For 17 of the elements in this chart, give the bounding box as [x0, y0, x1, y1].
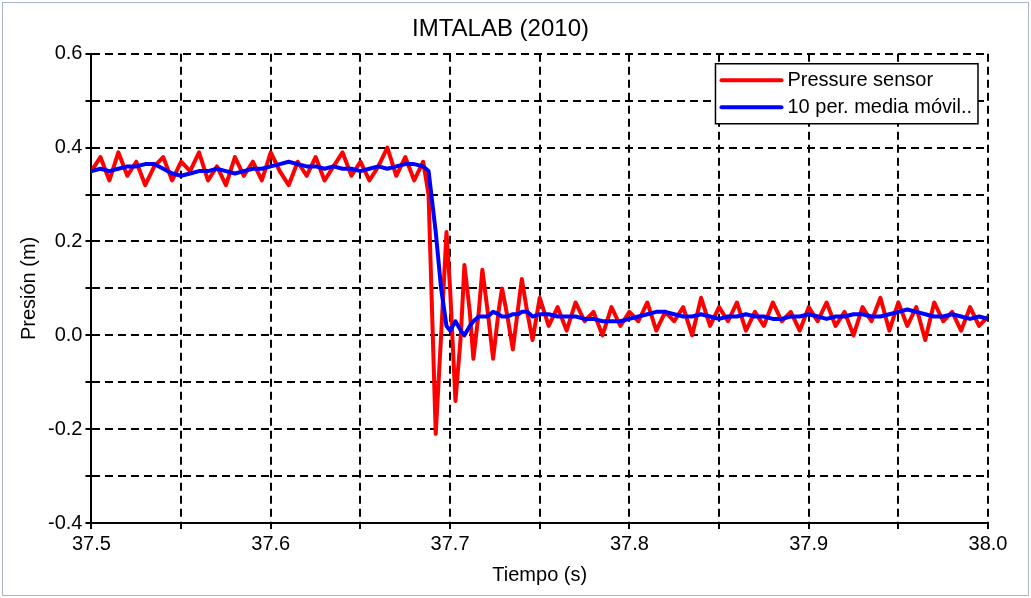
y-axis-title: Presión (m) [16, 236, 39, 341]
y-tick-label: 0.2 [54, 229, 83, 251]
y-tick-label: -0.2 [47, 416, 83, 439]
chart-title: IMTALAB (2010) [412, 14, 589, 42]
x-tick-label: 37.7 [430, 531, 470, 554]
x-tick-label: 37.8 [609, 531, 649, 554]
y-tick-label: -0.4 [47, 510, 83, 533]
x-tick-label: 37.5 [71, 531, 111, 554]
x-tick-label: 37.6 [251, 531, 291, 554]
x-axis-title: Tiempo (s) [492, 562, 588, 585]
y-tick-label: 0.6 [54, 41, 83, 64]
y-tick-label: 0.4 [54, 135, 83, 158]
y-tick-label: 0.0 [54, 322, 83, 345]
x-tick-label: 38.0 [968, 531, 1008, 554]
legend-label: Pressure sensor [787, 67, 934, 90]
legend-label: 10 per. media móvil.. [787, 94, 972, 117]
x-tick-label: 37.9 [789, 531, 829, 554]
